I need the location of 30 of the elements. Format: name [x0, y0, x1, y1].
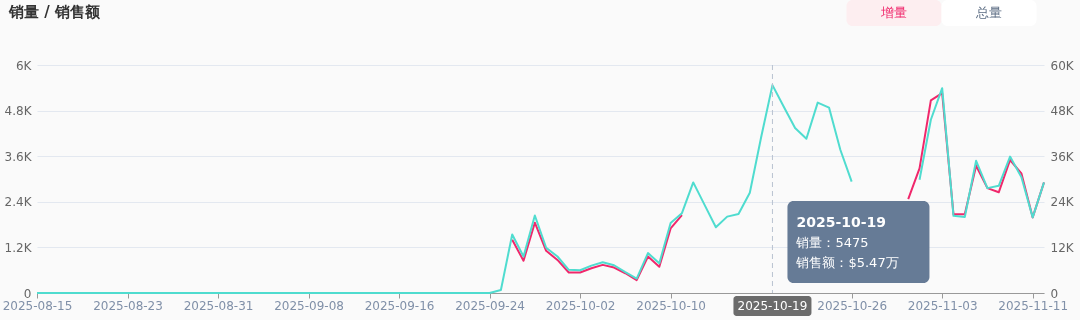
y-tick-label: 1.2K — [4, 240, 33, 255]
annotation: 销售额：$5.47万 — [795, 255, 899, 270]
x-tick-label: 2025-11-11 — [998, 298, 1069, 313]
text: 增量 — [880, 5, 907, 20]
text: 2025-10-19 — [737, 299, 808, 313]
annotation: 2025-10-19 — [796, 214, 887, 230]
y2-tick-label: 36K — [1050, 149, 1075, 164]
chart-title: 销量 / 销售额 — [8, 3, 101, 21]
y-tick-label: 2.4K — [4, 195, 33, 210]
y2-tick-label: 0 — [1050, 286, 1059, 301]
x-tick-label: 2025-08-15 — [2, 298, 73, 313]
x-tick-label: 2025-08-31 — [183, 298, 254, 313]
annotation: 销量：5475 — [795, 235, 869, 250]
y2-tick-label: 12K — [1050, 240, 1075, 255]
x-tick-label: 2025-09-16 — [364, 298, 435, 313]
x-tick-label: 2025-10-02 — [545, 298, 616, 313]
y-tick-label: 6K — [15, 58, 33, 73]
x-tick-label: 2025-08-23 — [93, 298, 163, 313]
x-tick-label: 2025-09-24 — [455, 298, 525, 313]
y2-tick-label: 48K — [1050, 104, 1075, 119]
y2-tick-label: 24K — [1050, 195, 1075, 210]
x-tick-label: 2025-10-26 — [817, 298, 888, 313]
y-tick-label: 4.8K — [4, 104, 33, 119]
y-tick-label: 3.6K — [4, 149, 33, 164]
x-tick-label: 2025-10-10 — [636, 298, 706, 313]
text: 总量 — [975, 5, 1002, 20]
x-tick-label: 2025-11-03 — [907, 298, 978, 313]
x-tick-label: 2025-09-08 — [274, 298, 344, 313]
y2-tick-label: 60K — [1050, 58, 1075, 73]
y-tick-label: 0 — [23, 286, 32, 301]
